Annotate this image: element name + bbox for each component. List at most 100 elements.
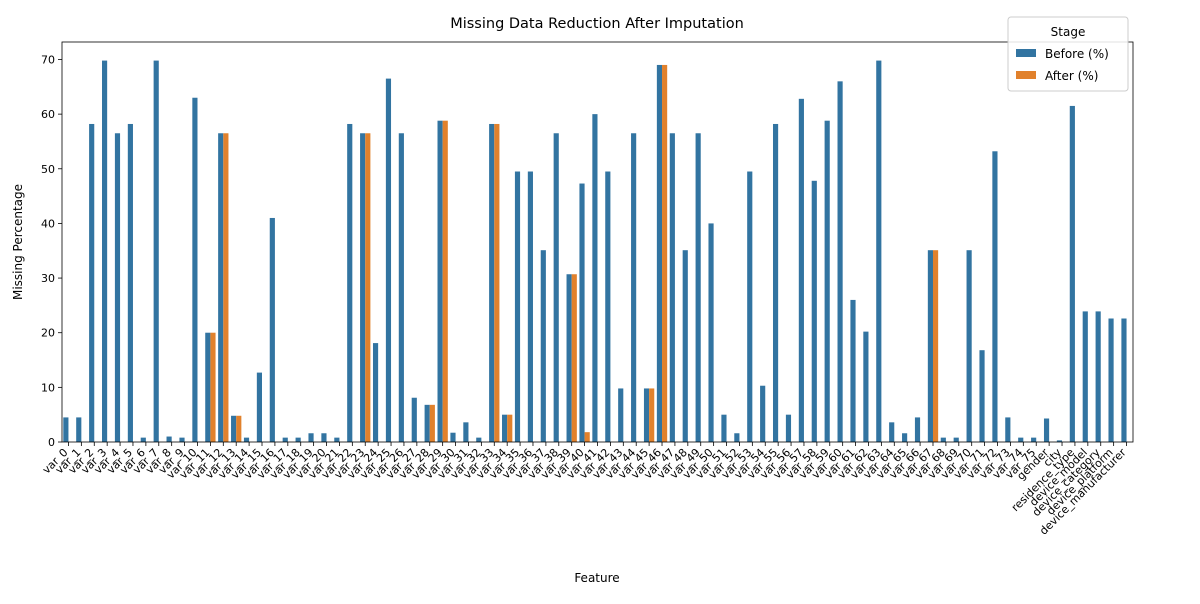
- bar-before-var_61: [850, 299, 856, 442]
- chart-title: Missing Data Reduction After Imputation: [450, 16, 744, 32]
- bar-after-var_33: [494, 123, 500, 442]
- bar-before-var_7: [153, 60, 159, 442]
- bar-before-var_72: [992, 151, 998, 443]
- bar-before-var_12: [218, 133, 224, 442]
- legend-swatch-before: [1016, 49, 1036, 57]
- bar-before-var_15: [256, 372, 262, 442]
- bar-before-var_23: [360, 133, 366, 442]
- y-tick-label: 0: [48, 436, 55, 449]
- plot-frame: [61, 41, 1134, 443]
- bar-before-var_29: [437, 120, 443, 442]
- bar-before-var_32: [476, 437, 482, 442]
- bar-before-var_14: [243, 437, 250, 442]
- bar-before-var_0: [63, 417, 69, 442]
- bar-before-var_6: [140, 437, 146, 442]
- bar-before-var_74: [1018, 437, 1024, 442]
- bar-before-var_45: [643, 388, 650, 442]
- bar-before-var_66: [914, 417, 921, 442]
- bar-before-var_68: [940, 437, 946, 442]
- legend: Stage Before (%) After (%): [1007, 16, 1129, 92]
- bar-before-var_25: [385, 78, 392, 443]
- bar-before-var_53: [747, 171, 753, 442]
- bar-before-var_33: [489, 123, 495, 442]
- bar-before-var_56: [785, 414, 792, 442]
- bar-before-var_10: [192, 97, 198, 443]
- bar-before-var_43: [618, 388, 624, 442]
- bar-before-residence_type: [1069, 105, 1075, 443]
- bar-before-var_20: [321, 433, 327, 442]
- y-tick-label: 50: [41, 163, 55, 176]
- bar-before-var_41: [592, 114, 598, 442]
- bar-after-var_46: [662, 64, 668, 442]
- bar-before-var_59: [824, 120, 830, 442]
- legend-label-after: After (%): [1045, 69, 1098, 83]
- bar-before-var_27: [411, 397, 417, 442]
- bar-before-var_52: [734, 433, 740, 442]
- bar-after-var_39: [571, 274, 577, 442]
- bar-before-var_48: [682, 250, 688, 442]
- bar-before-var_47: [669, 133, 675, 442]
- bar-before-device_manufacturer: [1121, 318, 1127, 442]
- bar-before-var_73: [1005, 417, 1011, 442]
- bar-after-var_13: [236, 415, 242, 442]
- bar-after-var_67: [932, 250, 939, 442]
- legend-frame: [1007, 16, 1129, 92]
- bar-before-var_71: [979, 350, 985, 442]
- bar-before-var_11: [205, 332, 211, 442]
- y-tick-label: 10: [41, 381, 55, 394]
- legend-label-before: Before (%): [1045, 47, 1109, 61]
- bar-before-var_60: [837, 81, 843, 442]
- bar-before-var_51: [721, 414, 727, 442]
- bar-before-var_17: [282, 437, 288, 442]
- bar-before-var_67: [927, 250, 933, 442]
- bar-after-var_34: [507, 414, 513, 442]
- bar-before-var_50: [708, 223, 714, 442]
- bar-before-var_57: [798, 98, 804, 442]
- bar-before-var_64: [889, 422, 895, 442]
- y-axis-label: Missing Percentage: [11, 184, 25, 300]
- x-axis-label: Feature: [574, 571, 619, 585]
- bar-before-var_22: [347, 123, 353, 442]
- y-tick-label: 30: [41, 272, 55, 285]
- bar-before-var_46: [656, 64, 663, 442]
- bar-before-var_37: [540, 250, 546, 442]
- bar-before-var_16: [269, 217, 275, 442]
- bar-before-var_40: [579, 183, 585, 442]
- bar-before-var_19: [308, 433, 314, 442]
- bar-before-var_31: [463, 422, 469, 442]
- plot-area: 010203040506070var_0var_1var_2var_3var_4…: [40, 41, 1134, 538]
- bar-before-var_30: [450, 432, 456, 442]
- bar-before-var_26: [398, 133, 404, 442]
- bar-after-var_12: [223, 133, 229, 442]
- bar-before-var_65: [902, 433, 908, 442]
- bar-before-var_38: [553, 133, 559, 442]
- bar-before-var_13: [231, 415, 237, 442]
- bar-after-var_40: [584, 432, 590, 442]
- bar-before-var_1: [76, 417, 82, 442]
- bar-before-var_75: [1031, 437, 1037, 442]
- bar-before-var_9: [179, 437, 185, 442]
- bar-after-var_29: [442, 120, 448, 442]
- bar-before-var_62: [863, 331, 869, 442]
- bar-before-device_model: [1082, 311, 1088, 442]
- bar-before-var_49: [695, 133, 701, 442]
- bar-before-var_70: [966, 250, 972, 442]
- bar-before-var_55: [772, 123, 779, 442]
- legend-title: Stage: [1051, 25, 1086, 39]
- bar-before-var_4: [114, 133, 121, 442]
- bar-before-var_8: [166, 436, 172, 442]
- bar-after-var_28: [429, 404, 435, 442]
- bar-before-var_39: [566, 274, 572, 442]
- legend-swatch-after: [1016, 71, 1036, 79]
- bar-before-var_3: [102, 60, 108, 442]
- bar-before-var_36: [527, 171, 533, 442]
- bar-before-city: [1056, 440, 1063, 442]
- y-tick-label: 20: [41, 327, 55, 340]
- bar-after-var_11: [210, 332, 216, 442]
- bar-before-var_44: [631, 133, 637, 442]
- bar-before-device_platform: [1108, 318, 1114, 442]
- bar-before-var_58: [811, 180, 817, 443]
- bar-before-var_21: [334, 437, 340, 442]
